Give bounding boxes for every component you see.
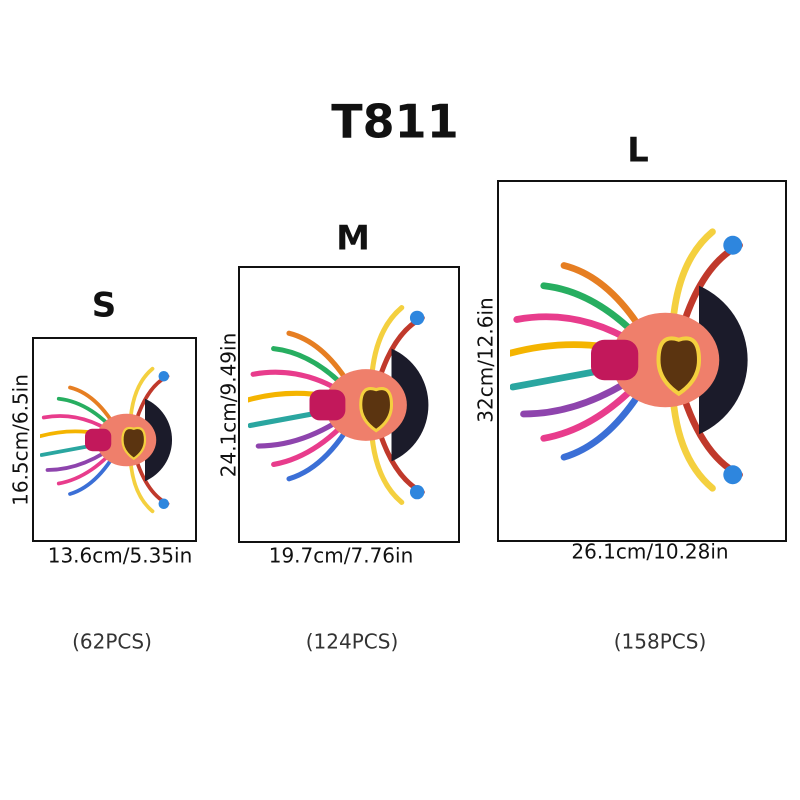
size-label: L	[627, 131, 649, 171]
height-label: 32cm/12.6in	[474, 297, 498, 422]
title: T811	[331, 95, 458, 149]
width-label: 19.7cm/7.76in	[269, 544, 414, 568]
pieces-label: (124PCS)	[306, 630, 399, 654]
pieces-label: (158PCS)	[614, 630, 707, 654]
pieces-label: (62PCS)	[72, 630, 152, 654]
height-label: 16.5cm/6.5in	[9, 374, 33, 506]
size-label: M	[336, 219, 370, 259]
width-label: 26.1cm/10.28in	[571, 540, 728, 564]
size-label: S	[92, 286, 117, 326]
width-label: 13.6cm/5.35in	[48, 544, 193, 568]
height-label: 24.1cm/9.49in	[217, 333, 241, 478]
